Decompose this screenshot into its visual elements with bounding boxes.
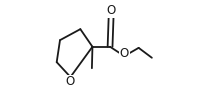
Text: O: O xyxy=(66,75,75,88)
Text: O: O xyxy=(120,47,129,60)
Text: O: O xyxy=(106,4,116,17)
